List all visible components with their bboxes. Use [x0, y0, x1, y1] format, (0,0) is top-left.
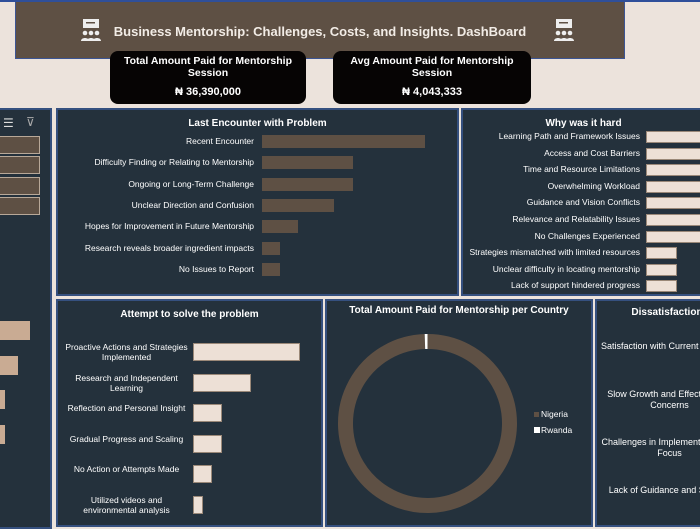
chart-title: Total Amount Paid for Mentorship per Cou… [327, 305, 591, 316]
bar[interactable] [262, 242, 280, 255]
attempt-chart: Attempt to solve the problem Proactive A… [56, 299, 323, 527]
bar-label: Recent Encounter [58, 136, 254, 146]
bar[interactable] [193, 496, 203, 514]
bar[interactable] [646, 131, 700, 143]
slicer-item[interactable] [0, 197, 40, 215]
bar[interactable] [646, 247, 677, 259]
category-label: Challenges in Implementation and Focus [597, 437, 700, 459]
bar-label: Research reveals broader ingredient impa… [58, 243, 254, 253]
bar[interactable] [646, 214, 700, 226]
legend-nigeria[interactable]: Nigeria [534, 409, 568, 419]
bar-label: Relevance and Relatability Issues [463, 214, 640, 224]
bar[interactable] [193, 465, 212, 483]
bar[interactable] [193, 343, 300, 361]
kpi-label: Avg Amount Paid for Mentorship Session [333, 55, 531, 79]
bar-label: Ongoing or Long-Term Challenge [58, 179, 254, 189]
slicer-item[interactable] [0, 136, 40, 154]
bar-label: No Issues to Report [58, 264, 254, 274]
legend-label: Nigeria [541, 409, 568, 419]
slicer-item[interactable] [0, 177, 40, 195]
dashboard-header: Business Mentorship: Challenges, Costs, … [15, 2, 625, 59]
category-label: Lack of Guidance and Support [597, 485, 700, 496]
bar[interactable] [646, 164, 700, 176]
bar-label: No Action or Attempts Made [64, 464, 189, 474]
kpi-value: ₦ 4,043,333 [333, 86, 531, 98]
bar[interactable] [193, 435, 222, 453]
bar[interactable] [262, 199, 334, 212]
bar[interactable] [646, 197, 700, 209]
bar-label: Difficulty Finding or Relating to Mentor… [58, 157, 254, 167]
bar-label: Proactive Actions and Strategies Impleme… [64, 342, 189, 362]
bar-label: Reflection and Personal Insight [64, 403, 189, 413]
category-label: Slow Growth and Effectiveness Concerns [597, 389, 700, 411]
chart-title: Attempt to solve the problem [58, 309, 321, 320]
bar-label: Gradual Progress and Scaling [64, 434, 189, 444]
bar[interactable] [646, 148, 700, 160]
clear-filter-icon[interactable]: ⊽ [26, 115, 35, 129]
bar-label: Hopes for Improvement in Future Mentorsh… [58, 221, 254, 231]
bar[interactable] [646, 280, 677, 292]
bar[interactable] [0, 425, 5, 444]
bar[interactable] [262, 178, 353, 191]
donut [335, 331, 520, 516]
bar[interactable] [0, 356, 18, 375]
bar[interactable] [646, 231, 700, 243]
bar-label: Guidance and Vision Conflicts [463, 197, 640, 207]
country-donut-chart: Total Amount Paid for Mentorship per Cou… [325, 299, 593, 527]
bar-label: Lack of support hindered progress [463, 280, 640, 290]
chart-title: Last Encounter with Problem [58, 118, 457, 129]
bar-label: Learning Path and Framework Issues [463, 131, 640, 141]
kpi-label: Total Amount Paid for Mentorship Session [110, 55, 306, 79]
legend-swatch [534, 412, 539, 417]
chart-title: Why was it hard [463, 118, 700, 129]
bar[interactable] [262, 135, 425, 148]
legend-swatch [534, 427, 540, 433]
slicer-panel: ☰ ⊽ [0, 108, 52, 529]
bar-label: Unclear difficulty in locating mentorshi… [463, 264, 640, 274]
bar-label: No Challenges Experienced [463, 231, 640, 241]
last-encounter-chart: Last Encounter with Problem Recent Encou… [56, 108, 459, 296]
bar-label: Utilized videos and environmental analys… [64, 495, 189, 515]
bar-label: Overwhelming Workload [463, 181, 640, 191]
legend-label: Rwanda [541, 425, 572, 435]
slice-nigeria[interactable] [345, 342, 509, 506]
kpi-avg-amount: Avg Amount Paid for Mentorship Session ₦… [333, 51, 531, 104]
category-label: Satisfaction with Current Solutions [597, 341, 700, 352]
bar[interactable] [262, 263, 280, 276]
legend-rwanda[interactable]: Rwanda [534, 425, 572, 435]
kpi-value: ₦ 36,390,000 [110, 86, 306, 98]
kpi-total-amount: Total Amount Paid for Mentorship Session… [110, 51, 306, 104]
why-hard-chart: Why was it hard Learning Path and Framew… [461, 108, 700, 296]
bar[interactable] [646, 264, 677, 276]
bar[interactable] [0, 390, 5, 409]
chart-title: Dissatisfaction [597, 307, 700, 318]
mentorship-presentation-icon [553, 18, 575, 42]
bar-label: Strategies mismatched with limited resou… [463, 247, 640, 257]
bar[interactable] [193, 404, 222, 422]
bar[interactable] [0, 321, 30, 340]
bar[interactable] [262, 220, 298, 233]
slicer-item[interactable] [0, 156, 40, 174]
bar[interactable] [646, 181, 700, 193]
bar[interactable] [193, 374, 251, 392]
bar-label: Time and Resource Limitations [463, 164, 640, 174]
bar-label: Unclear Direction and Confusion [58, 200, 254, 210]
bar-label: Access and Cost Barriers [463, 148, 640, 158]
multi-select-icon[interactable]: ☰ [3, 116, 14, 130]
bar[interactable] [262, 156, 353, 169]
bar-label: Research and Independent Learning [64, 373, 189, 393]
page-title: Business Mentorship: Challenges, Costs, … [16, 24, 624, 39]
dissatisfaction-chart: Dissatisfaction Satisfaction with Curren… [595, 299, 700, 527]
